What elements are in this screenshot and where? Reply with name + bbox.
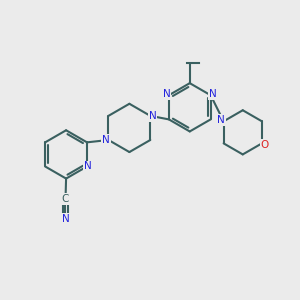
Text: N: N	[163, 89, 170, 99]
Text: N: N	[149, 111, 157, 121]
Text: N: N	[209, 89, 217, 99]
Text: C: C	[62, 194, 69, 204]
Text: N: N	[84, 161, 92, 172]
Text: N: N	[61, 214, 69, 224]
Text: N: N	[218, 115, 225, 125]
Text: O: O	[261, 140, 269, 150]
Text: N: N	[102, 135, 110, 145]
